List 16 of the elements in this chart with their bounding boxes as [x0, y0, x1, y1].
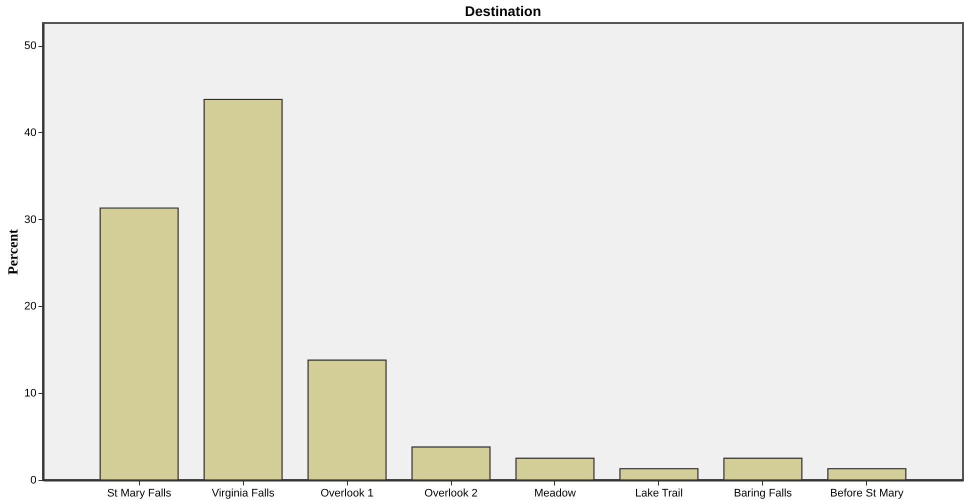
x-tick-label: St Mary Falls	[107, 488, 172, 500]
y-tick-label: 30	[24, 214, 36, 226]
x-tick-label: Before St Mary	[830, 488, 904, 500]
x-tick-label: Baring Falls	[734, 488, 792, 500]
x-tick-label: Meadow	[534, 488, 576, 500]
x-tick-label: Overlook 2	[424, 488, 478, 500]
y-tick-label: 20	[24, 300, 36, 313]
y-tick-label: 50	[24, 40, 36, 52]
y-axis-title: Percent	[6, 228, 22, 275]
x-tick-label: Virginia Falls	[212, 488, 275, 500]
y-tick-label: 10	[24, 388, 36, 400]
chart-title: Destination	[464, 3, 542, 19]
y-tick-label: 40	[24, 126, 36, 139]
x-tick-label: Lake Trail	[635, 488, 683, 500]
y-tick-label: 0	[30, 474, 36, 486]
x-tick-label: Overlook 1	[320, 488, 374, 500]
